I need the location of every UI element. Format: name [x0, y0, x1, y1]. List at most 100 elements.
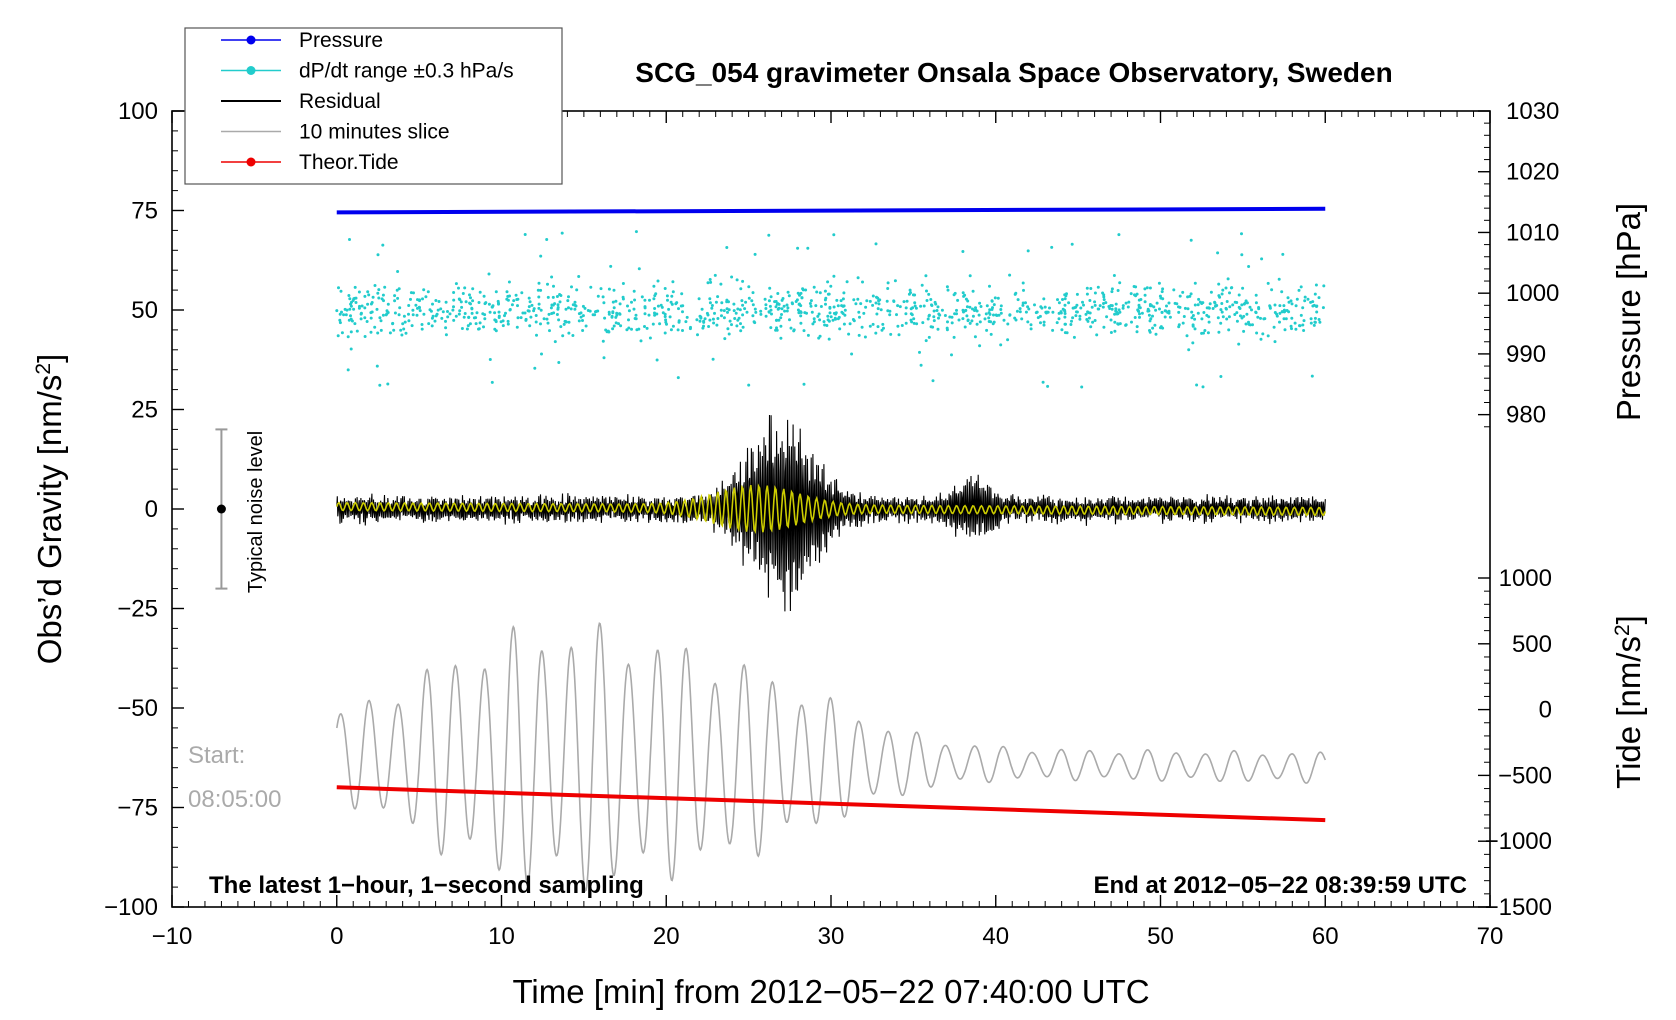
dpdt-point	[478, 321, 482, 325]
dpdt-point	[1257, 307, 1261, 311]
dpdt-point	[822, 320, 826, 324]
dpdt-point	[1026, 249, 1030, 253]
dpdt-point	[1042, 323, 1046, 327]
dpdt-point	[992, 303, 996, 307]
dpdt-point	[573, 307, 577, 311]
dpdt-point	[468, 301, 472, 305]
dpdt-point	[1215, 304, 1219, 307]
dpdt-point	[809, 304, 813, 308]
dpdt-point	[377, 288, 381, 292]
dpdt-point	[546, 321, 550, 325]
dpdt-point	[732, 309, 736, 313]
dpdt-point	[1050, 245, 1054, 249]
dpdt-point	[826, 292, 830, 296]
dpdt-point	[1078, 317, 1082, 321]
dpdt-point	[786, 290, 790, 294]
dpdt-point	[621, 282, 625, 285]
dpdt-point	[1231, 303, 1235, 307]
dpdt-point	[1035, 310, 1039, 314]
dpdt-point	[581, 319, 584, 322]
dpdt-point	[875, 312, 879, 316]
y-left-tick-label: −100	[104, 894, 158, 921]
dpdt-point	[957, 318, 961, 322]
dpdt-point	[665, 294, 669, 298]
dpdt-point	[1310, 374, 1314, 378]
dpdt-point	[402, 314, 406, 318]
dpdt-point	[811, 322, 815, 326]
dpdt-point	[736, 318, 740, 322]
legend-label: Pressure	[299, 29, 383, 52]
dpdt-point	[463, 286, 467, 290]
dpdt-point	[722, 309, 726, 313]
dpdt-point	[1226, 277, 1230, 281]
dpdt-point	[575, 288, 579, 292]
dpdt-point	[1084, 312, 1088, 316]
dpdt-point	[741, 279, 745, 283]
dpdt-point	[1185, 334, 1189, 338]
dpdt-point	[1263, 317, 1267, 321]
dpdt-point	[414, 303, 418, 307]
dpdt-point	[829, 284, 833, 288]
dpdt-point	[1014, 318, 1018, 322]
dpdt-point	[904, 321, 908, 325]
noise-indicator	[215, 428, 228, 590]
dpdt-point	[1309, 321, 1313, 325]
dpdt-point	[963, 325, 967, 329]
dpdt-point	[1085, 292, 1089, 296]
dpdt-point	[375, 307, 379, 311]
dpdt-point	[965, 314, 969, 318]
dpdt-point	[519, 316, 523, 320]
dpdt-point	[828, 311, 832, 315]
dpdt-point	[1117, 308, 1121, 312]
dpdt-point	[373, 325, 377, 329]
dpdt-point	[842, 291, 846, 295]
dpdt-point	[764, 314, 768, 318]
dpdt-point	[841, 312, 845, 315]
residual-smooth-line	[336, 483, 1327, 535]
dpdt-point	[857, 310, 861, 314]
dpdt-point	[1255, 331, 1259, 335]
dpdt-point	[775, 326, 778, 330]
dpdt-point	[376, 291, 380, 295]
dpdt-point	[970, 319, 974, 323]
dpdt-point	[346, 368, 350, 372]
dpdt-point	[862, 311, 866, 315]
dpdt-point	[1104, 301, 1108, 305]
dpdt-point	[1095, 333, 1099, 337]
dpdt-point	[809, 299, 813, 303]
dpdt-point	[919, 304, 923, 308]
dpdt-point	[871, 303, 875, 307]
dpdt-point	[896, 324, 900, 328]
dpdt-point	[349, 314, 352, 318]
dpdt-point	[338, 312, 342, 316]
dpdt-point	[799, 311, 803, 314]
dpdt-point	[680, 292, 684, 296]
y-tide-tick-label: −1000	[1485, 828, 1552, 855]
dpdt-point	[1113, 329, 1117, 333]
dpdt-point	[407, 312, 410, 316]
dpdt-point	[950, 315, 954, 319]
y-pressure-tick-label: 1020	[1506, 159, 1559, 186]
dpdt-point	[864, 305, 868, 309]
dpdt-point	[834, 312, 838, 316]
dpdt-point	[1256, 315, 1260, 319]
dpdt-point	[1008, 313, 1012, 317]
dpdt-point	[1079, 306, 1083, 310]
dpdt-point	[936, 327, 940, 331]
dpdt-point	[735, 278, 739, 282]
dpdt-point	[452, 298, 456, 302]
dpdt-point	[1063, 303, 1067, 307]
dpdt-point	[1029, 327, 1033, 331]
x-tick-label: −10	[152, 923, 193, 950]
dpdt-point	[343, 307, 347, 311]
dpdt-point	[1289, 299, 1293, 303]
dpdt-point	[528, 324, 532, 328]
dpdt-point	[470, 311, 474, 315]
dpdt-point	[716, 295, 720, 299]
dpdt-point	[559, 325, 563, 329]
dpdt-point	[1285, 309, 1289, 312]
dpdt-point	[521, 311, 525, 315]
dpdt-point	[983, 317, 987, 321]
dpdt-point	[713, 311, 716, 315]
dpdt-point	[337, 286, 340, 290]
